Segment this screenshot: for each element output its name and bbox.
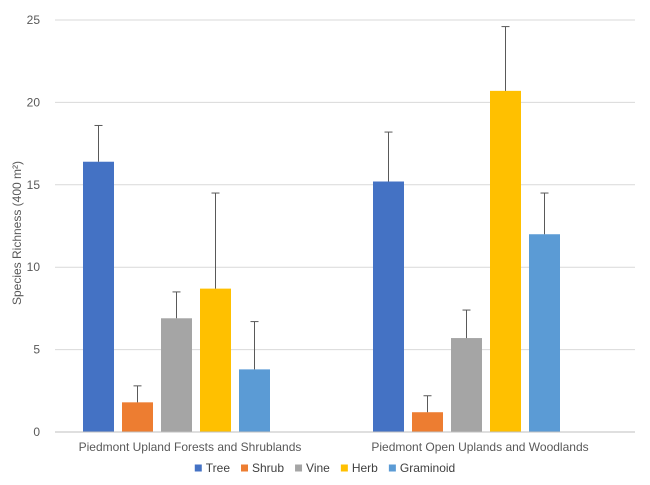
legend: Tree Shrub Vine Herb Graminoid xyxy=(194,461,455,475)
x-tick-labels: Piedmont Upland Forests and Shrublands Pi… xyxy=(79,440,589,454)
bar-shrub xyxy=(412,412,443,432)
legend-label-vine: Vine xyxy=(306,461,330,475)
legend-swatch-vine xyxy=(295,464,303,472)
bar-graminoid xyxy=(239,369,270,432)
bar-vine xyxy=(451,338,482,432)
legend-swatch-tree xyxy=(194,464,202,472)
legend-label-graminoid: Graminoid xyxy=(400,461,455,475)
bar-tree xyxy=(83,161,114,432)
y-tick-label: 10 xyxy=(27,260,41,274)
error-bars xyxy=(94,26,549,413)
bar-graminoid xyxy=(529,234,560,432)
legend-label-shrub: Shrub xyxy=(252,461,284,475)
legend-label-herb: Herb xyxy=(352,461,378,475)
bar-tree xyxy=(373,181,404,432)
y-tick-label: 25 xyxy=(27,13,41,27)
y-axis-title: Species Richness (400 m²) xyxy=(10,161,24,305)
bar-vine xyxy=(161,318,192,432)
x-tick-label: Piedmont Open Uplands and Woodlands xyxy=(371,440,588,454)
y-tick-label: 15 xyxy=(27,178,41,192)
y-tick-labels: 0 5 10 15 20 25 xyxy=(27,13,41,439)
y-tick-label: 0 xyxy=(33,425,40,439)
legend-swatch-graminoid xyxy=(388,464,396,472)
bars xyxy=(83,90,560,432)
legend-label-tree: Tree xyxy=(206,461,231,475)
bar-herb xyxy=(490,90,521,432)
bar-herb xyxy=(200,288,231,432)
y-tick-label: 5 xyxy=(33,343,40,357)
y-tick-label: 20 xyxy=(27,95,41,109)
x-tick-label: Piedmont Upland Forests and Shrublands xyxy=(79,440,302,454)
bar-shrub xyxy=(122,402,153,432)
legend-swatch-herb xyxy=(340,464,348,472)
legend-swatch-shrub xyxy=(241,464,249,472)
